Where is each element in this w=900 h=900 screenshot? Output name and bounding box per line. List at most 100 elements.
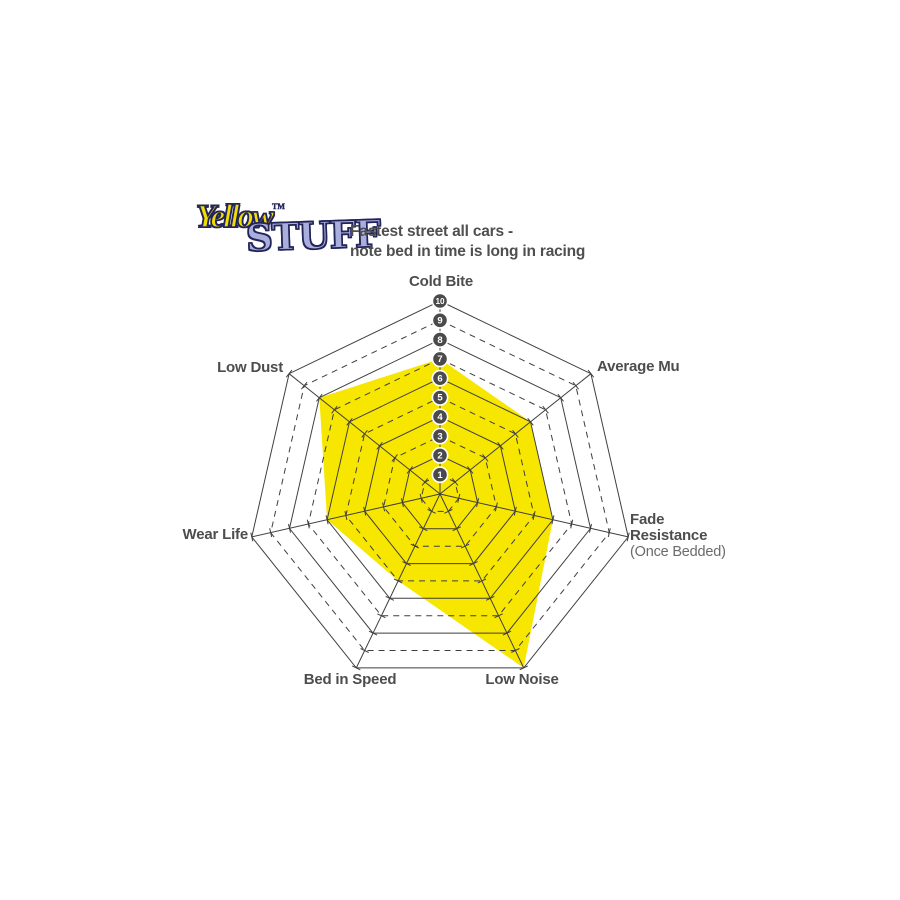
logo-word-yellow-text: Yellow: [195, 199, 274, 235]
axis-tick: [376, 441, 383, 450]
axis-tick: [557, 393, 564, 402]
scale-badge-4: [431, 408, 449, 426]
axis-tick: [572, 381, 579, 390]
axis-tick: [457, 493, 461, 503]
axis-tick: [452, 526, 462, 532]
axis-label-low-dust: Low Dust: [217, 359, 283, 376]
logo-word-yellow: YellowTM: [195, 192, 356, 235]
axis-tick: [285, 369, 293, 378]
axis-tick: [406, 466, 413, 474]
axis-tick: [269, 528, 273, 538]
axis-tick: [494, 502, 498, 512]
scale-badge-7: [431, 350, 449, 368]
axis-tick: [542, 405, 549, 414]
axis-tick: [377, 613, 386, 619]
series-polygon-yellowstuff: [319, 358, 553, 668]
axis-tick: [306, 519, 310, 529]
axis-tick: [532, 510, 536, 521]
scale-badge-label-3: 3: [437, 431, 442, 442]
grid-ring-7: [307, 358, 573, 617]
axis-tick: [385, 595, 395, 601]
axis-tick: [467, 466, 474, 474]
axis-tick: [460, 543, 470, 549]
axis-label-fade-resistance: Fade Resistance (Once Bedded): [630, 511, 726, 561]
subtitle-line-2: note bed in time is long in racing: [350, 243, 586, 260]
scale-badge-1: [431, 466, 449, 484]
axis-tick: [250, 532, 254, 542]
axis-tick: [418, 526, 428, 532]
grid-ring-2: [401, 454, 479, 530]
scale-badge-label-7: 7: [437, 354, 442, 365]
axis-tick: [451, 478, 459, 486]
axis-tick: [519, 665, 529, 671]
axis-tick: [513, 506, 517, 516]
axis-tick: [382, 502, 386, 512]
axis-tick: [511, 648, 520, 653]
scale-badge-5: [431, 389, 449, 406]
scale-badge-label-4: 4: [437, 412, 443, 423]
axis-label-cold-bite: Cold Bite: [408, 273, 474, 290]
scale-badge-label-8: 8: [437, 335, 442, 346]
axis-tick: [444, 508, 453, 514]
axis-tick: [512, 429, 519, 438]
grid-ring-8: [288, 339, 592, 634]
axis-tick: [476, 498, 480, 508]
axis-tick: [368, 630, 378, 636]
scale-badge-label-6: 6: [437, 373, 442, 384]
scale-badge-label-9: 9: [437, 316, 442, 327]
axis-tick: [551, 515, 555, 525]
axis-tick: [477, 578, 487, 584]
chart-subtitle: Fastest street all cars - note bed in ti…: [350, 222, 585, 262]
grid-ring-4: [364, 416, 516, 565]
axis-tick: [363, 506, 367, 516]
axis-tick: [485, 595, 495, 601]
scale-badge-8: [431, 331, 449, 348]
grid-ring-5: [345, 396, 535, 582]
axis-tick: [587, 369, 595, 378]
axis-tick: [502, 630, 512, 636]
grid-ring-10: [251, 300, 629, 669]
axis-tick: [288, 523, 291, 533]
axis-tick: [393, 578, 403, 584]
axis-label-fade-main: Fade Resistance: [630, 511, 708, 544]
yellowstuff-logo: YellowTM STUFF: [195, 192, 381, 272]
grid-ring-3: [383, 435, 497, 547]
axis-tick: [360, 648, 369, 653]
scale-badge-label-1: 1: [437, 470, 443, 481]
axis-label-wear-life: Wear Life: [182, 526, 249, 543]
axis-tick: [400, 498, 404, 508]
axis-tick: [469, 561, 478, 566]
axis-label-low-noise: Low Noise: [485, 671, 559, 688]
axis-tick: [331, 405, 338, 414]
axis-tick: [402, 561, 411, 566]
axis-tick: [421, 478, 429, 486]
axis-label-bed-in-speed: Bed in Speed: [303, 671, 397, 688]
scale-badge-3: [431, 427, 449, 445]
grid-ring-6: [326, 377, 554, 599]
axis-tick: [482, 454, 489, 462]
scale-badge-9: [431, 311, 449, 329]
axis-tick: [351, 665, 361, 671]
axis-tick: [325, 515, 329, 525]
axis-tick: [391, 454, 398, 462]
axis-tick: [410, 543, 420, 549]
axis-tick: [607, 528, 611, 538]
axis-tick: [344, 510, 348, 521]
axis-tick: [589, 523, 592, 533]
scale-badge-6: [431, 369, 449, 387]
axis-tick: [301, 381, 308, 390]
trademark-symbol: TM: [272, 202, 285, 211]
scale-badge-label-2: 2: [437, 451, 442, 462]
axis-tick: [527, 417, 534, 426]
axis-label-average-mu: Average Mu: [597, 358, 680, 375]
axis-tick: [494, 613, 503, 619]
subtitle-line-1: Fastest street all cars -: [350, 223, 514, 240]
axis-tick: [626, 532, 630, 542]
axis-tick: [570, 519, 574, 529]
axis-tick: [427, 508, 436, 514]
scale-badge-2: [431, 446, 449, 464]
scale-badge-10: [431, 292, 449, 310]
axis-tick: [316, 393, 323, 402]
